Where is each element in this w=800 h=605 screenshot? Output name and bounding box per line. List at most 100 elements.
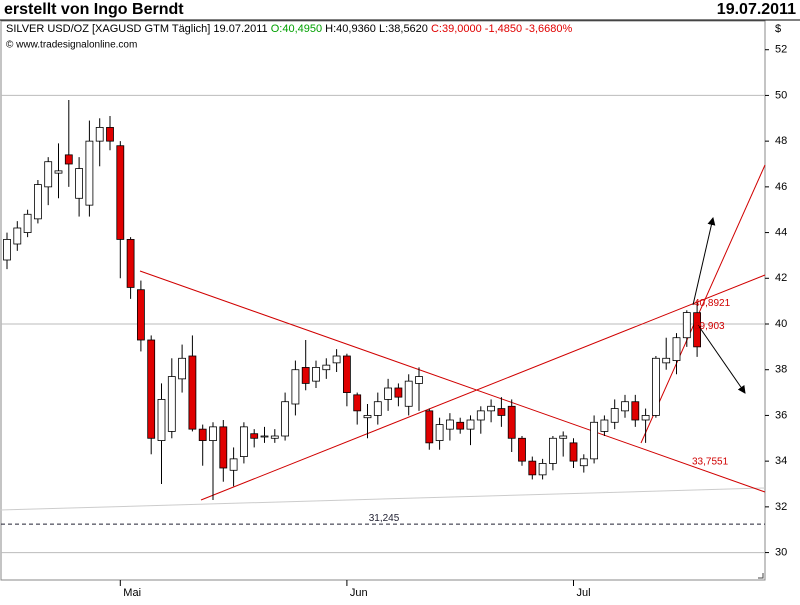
candle-body [538,463,547,476]
y-tick-label: 38 [775,364,787,376]
candle-body [301,367,310,384]
trend-line [640,164,766,444]
candle-body [332,355,341,364]
candle-body [126,239,135,288]
candle-body [44,161,53,188]
candle-body [476,410,485,421]
candle-body [373,401,382,416]
candle-body [85,140,94,206]
candle-body [167,376,176,432]
candle-body [652,357,660,416]
candle-body [209,426,217,441]
trend-line [200,274,766,501]
candle-body [662,357,671,364]
candle-body [23,213,32,233]
candle-body [239,426,248,457]
y-tick-label: 34 [775,455,787,467]
candle-body [528,460,537,476]
candle-body [549,437,557,464]
candle-body [425,410,434,444]
candle-body [64,154,73,165]
y-tick-label: 48 [775,135,787,147]
x-tick-label: Jun [350,587,368,599]
arrow [692,217,716,306]
quote-open: O:40,4950 [271,23,322,35]
candles [3,100,701,500]
candle-body [291,369,300,405]
candle-body [157,399,166,441]
x-tick-label: Jul [577,587,591,599]
candle-body [136,289,145,341]
candle-body [13,227,22,245]
candle-body [456,421,465,430]
y-tick-label: 44 [775,226,787,238]
candle-body [497,408,506,416]
candle-body [3,239,11,261]
candle-body [590,421,598,460]
candle-body [579,458,588,467]
candle-body [260,435,269,438]
candle-body [559,435,568,439]
plot-frame [0,20,766,581]
candle-body [312,367,320,382]
candle-body [487,405,496,412]
chart-date: 19.07.2011 [717,1,796,18]
y-tick-label: 52 [775,44,787,56]
info-line: SILVER USD/OZ [XAGUSD GTM Täglich] 19.07… [6,23,572,35]
candle-body [682,312,691,339]
candle-body [445,419,454,430]
candle-body [518,437,526,462]
quote-close: C:39,0000 -1,4850 -3,6680% [431,23,572,35]
annotation: 39,903 [694,321,725,332]
trend-line [0,487,766,511]
candle-body [270,435,279,439]
candle-body [569,442,578,462]
candle-body [250,433,259,439]
y-tick-label: 32 [775,501,787,513]
candle-body [188,355,197,430]
candle-body [198,428,207,441]
candle-body [75,168,83,199]
y-tick-label: 40 [775,318,787,330]
trend-line [139,270,766,493]
candle-body [600,419,609,432]
candle-body [219,426,228,469]
candle-body [404,380,413,407]
candle-body [229,458,238,471]
candle-body [322,364,331,371]
candle-body [631,401,640,421]
annotation: 33,7551 [692,456,729,467]
instrument: SILVER USD/OZ [XAGUSD GTM Täglich] 19.07… [6,23,268,35]
candle-body [384,387,393,400]
candle-body [95,127,104,142]
candle-body [435,424,444,441]
candle-body [106,127,114,142]
candle-body [178,357,187,380]
x-tick-label: Mai [123,587,141,599]
y-axis-label: $ [775,23,781,35]
candle-body [54,170,63,174]
candle-body [610,408,619,423]
candle-body [621,401,629,412]
corner-mark [758,573,764,579]
candle-body [672,337,681,361]
candle-body [507,405,516,439]
candle-body [281,401,290,437]
candle-body [116,145,125,240]
candle-body [394,387,403,398]
candle-body [34,184,42,220]
candle-body [415,376,423,384]
candle-body [641,415,650,421]
y-tick-label: 50 [775,89,787,101]
y-tick-label: 30 [775,546,787,558]
grid [1,94,765,554]
source: © www.tradesignalonline.com [6,40,137,51]
candle-body [466,419,475,430]
y-tick-label: 36 [775,409,787,421]
y-tick-label: 46 [775,181,787,193]
candle-body [363,415,372,419]
arrow [697,324,746,394]
candle-body [147,339,156,439]
